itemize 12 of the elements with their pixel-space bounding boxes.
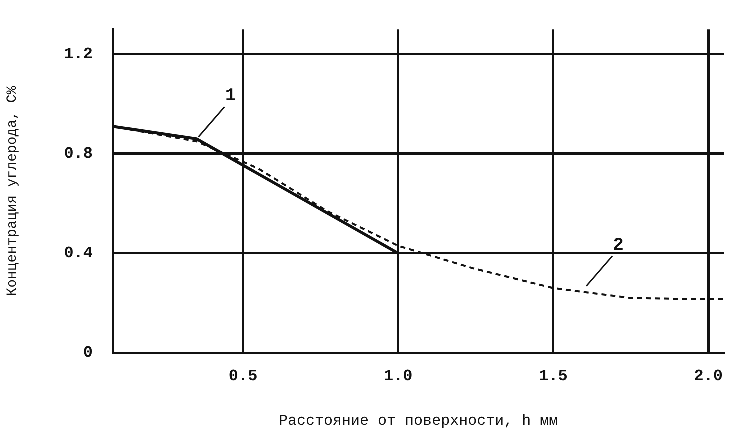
x-axis-title: Расстояние от поверхности, h мм [279, 412, 558, 430]
x-tick-label: 1.0 [384, 368, 413, 386]
annotation: 2 [613, 236, 624, 256]
x-tick-label: 2.0 [694, 368, 724, 386]
y-tick-label: 0.8 [64, 145, 93, 164]
y-tick-label: 0.4 [64, 244, 94, 263]
x-tick-label: 0.5 [228, 368, 258, 386]
annotation: 1 [225, 86, 236, 107]
y-axis-title: Концентрация углерода, С% [5, 86, 22, 296]
y-tick-label: 0 [83, 344, 93, 362]
y-tick-label: 1.2 [64, 46, 93, 64]
x-tick-label: 1.5 [539, 368, 568, 386]
